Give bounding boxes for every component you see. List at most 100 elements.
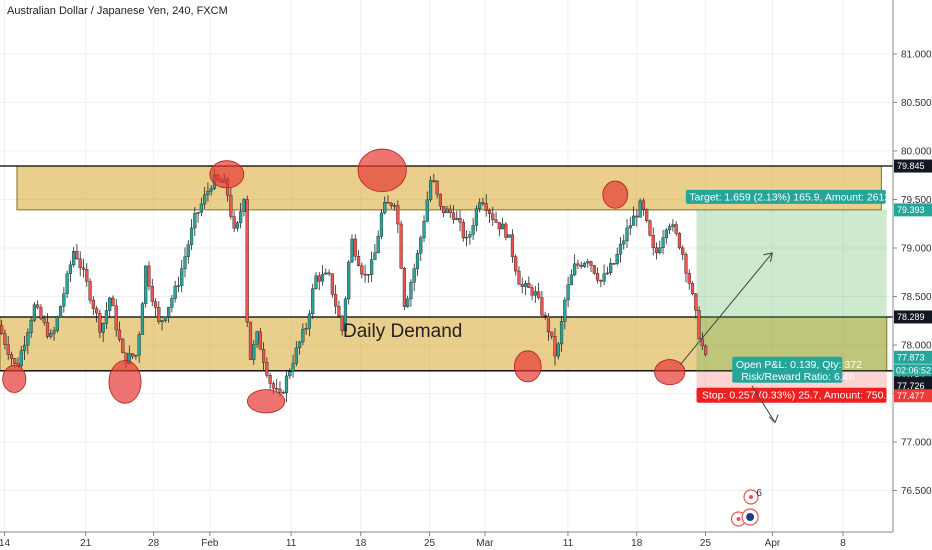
time-tick-label: Apr [765, 538, 781, 549]
candle-body [428, 180, 433, 201]
price-tick-label: 81.000 [901, 50, 932, 61]
target-label: Target: 1.659 (2.13%) 165.9, Amount: 261… [685, 189, 905, 204]
candle [674, 221, 678, 237]
candle-body [697, 310, 701, 339]
candle [284, 370, 289, 403]
candle-body [661, 237, 665, 248]
candle [690, 281, 695, 296]
time-tick-label: 18 [355, 538, 367, 549]
time-tick-label: 11 [286, 538, 297, 549]
candle-body [235, 222, 239, 229]
candle-body [317, 275, 321, 282]
candle [533, 286, 537, 303]
target-area[interactable] [696, 209, 887, 371]
candle [677, 232, 682, 250]
time-tick-label: 25 [700, 538, 712, 549]
candle-body [635, 215, 639, 218]
candle [373, 243, 377, 260]
candle-body [589, 261, 593, 266]
candle [582, 261, 587, 268]
time-axis[interactable]: 14 21 28 Feb 11 18 25 Mar 11 18 25 Apr 8 [0, 531, 932, 550]
candle [530, 284, 534, 301]
price-tick-label: 79.000 [901, 244, 932, 255]
candle-body [392, 205, 397, 207]
stop-label-text: Stop: 0.257 (0.33%) 25.7, Amount: 750.2 [702, 390, 892, 402]
candle-body [39, 307, 43, 319]
candle [232, 210, 236, 233]
candle [167, 306, 171, 323]
supply-zone [16, 165, 882, 211]
candle [6, 336, 10, 361]
candle-body [255, 331, 259, 345]
candle [29, 316, 33, 339]
candle-body [435, 180, 439, 195]
candle [170, 294, 174, 313]
candle-body [131, 353, 135, 357]
candle-body [438, 193, 442, 207]
candle-body [700, 338, 704, 347]
candle-body [108, 297, 112, 311]
candle [445, 205, 449, 214]
candle-body [314, 275, 318, 290]
candle-body [461, 222, 465, 239]
candle [651, 227, 655, 256]
candle [573, 254, 577, 277]
candle [85, 263, 89, 287]
candle-body [49, 333, 53, 337]
candle-body [229, 194, 233, 217]
candle [507, 234, 511, 238]
time-tick-label: Feb [201, 538, 219, 549]
candle [334, 284, 338, 315]
candle-body [32, 304, 36, 321]
candle [94, 305, 99, 323]
candle [55, 315, 59, 333]
candle-body [602, 273, 606, 282]
candle [523, 280, 528, 296]
candle [75, 243, 79, 261]
candle-body [464, 236, 469, 239]
highlight-circle [513, 350, 542, 383]
zone-label: Daily Demand [343, 321, 462, 342]
candle [455, 210, 459, 221]
price-tag: 79.393 [894, 203, 932, 217]
price-tag-label: 79.393 [897, 205, 925, 215]
candle-body [347, 261, 351, 300]
annotation-layer: 6 [680, 252, 779, 527]
chart-title: Australian Dollar / Japanese Yen, 240, F… [7, 5, 228, 17]
price-tick-label: 80.500 [901, 98, 932, 109]
event-markers[interactable]: 6 [730, 488, 763, 527]
candle [304, 322, 308, 335]
price-tick-label: 77.000 [901, 438, 932, 449]
candle [681, 245, 685, 261]
candle [343, 296, 348, 336]
candle [363, 264, 367, 283]
candle-body [304, 328, 308, 330]
price-axis[interactable]: 76.50077.00077.50078.00078.50079.00079.5… [892, 0, 932, 550]
candle-body [147, 265, 151, 287]
candle [406, 295, 410, 308]
candle [428, 176, 433, 203]
candle-body [373, 252, 377, 260]
candle [140, 302, 145, 335]
candle [448, 204, 452, 219]
candle-body [239, 211, 243, 224]
candle [193, 207, 197, 237]
candle [235, 221, 239, 232]
highlight-circle [209, 160, 245, 189]
candle-body [320, 273, 325, 282]
candle-body [497, 222, 501, 230]
time-tick-label: 8 [840, 538, 846, 549]
candle [311, 283, 315, 319]
candle-body [186, 244, 190, 257]
candle-body [530, 287, 534, 296]
position-tool[interactable]: Target: 1.659 (2.13%) 165.9, Amount: 261… [685, 189, 905, 403]
candle-body [104, 310, 109, 324]
candle-body [370, 259, 374, 275]
candle [389, 201, 393, 209]
candle-body [173, 285, 177, 299]
candle-body [78, 258, 82, 269]
candle-body [196, 212, 200, 214]
candle [9, 351, 14, 367]
candle [258, 327, 262, 350]
